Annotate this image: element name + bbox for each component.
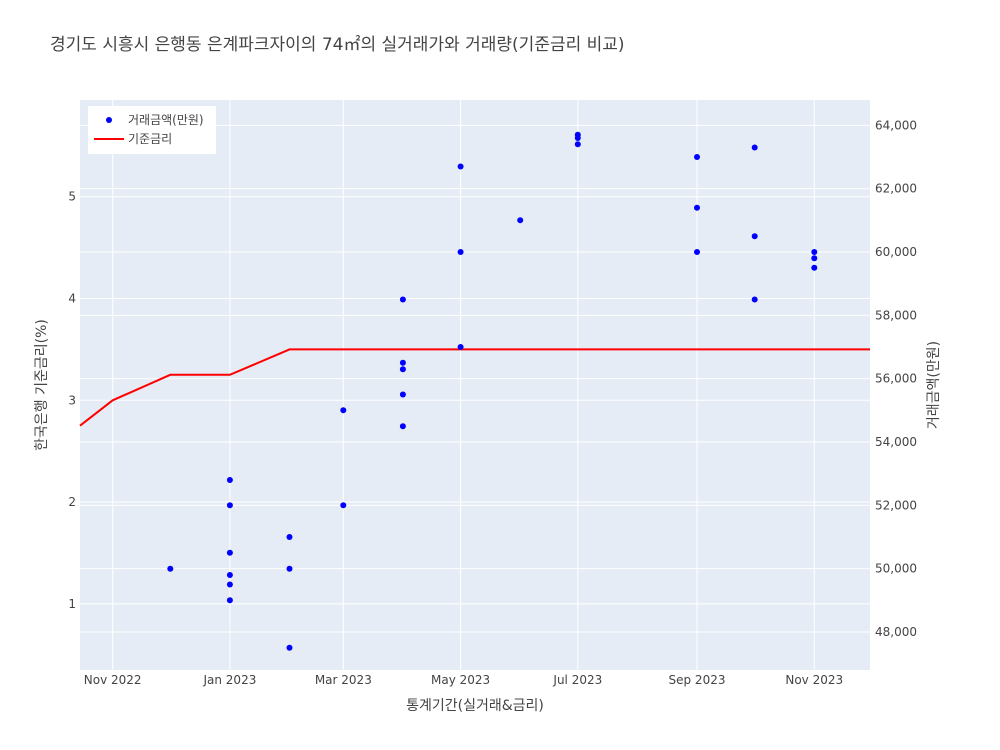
- price-point[interactable]: [399, 391, 406, 398]
- x-tick-label: Nov 2022: [84, 673, 142, 687]
- chart-title: 경기도 시흥시 은행동 은계파크자이의 74㎡의 실거래가와 거래량(기준금리 …: [50, 35, 625, 55]
- y-right-tick-label: 60,000: [875, 245, 917, 259]
- price-point[interactable]: [457, 163, 464, 170]
- price-point[interactable]: [226, 502, 233, 509]
- y-left-tick-label: 3: [68, 393, 76, 407]
- y-right-axis-ticks: 48,000 50,000 52,000 54,000 56,000 58,000 60,0…: [875, 118, 917, 639]
- y-left-tick-label: 5: [68, 190, 76, 204]
- x-axis-title: 통계기간(실거래&금리): [406, 698, 544, 714]
- price-point[interactable]: [574, 141, 581, 148]
- x-tick-label: Nov 2023: [785, 673, 843, 687]
- y-right-tick-label: 58,000: [875, 308, 917, 322]
- y-right-tick-label: 54,000: [875, 435, 917, 449]
- price-point[interactable]: [226, 572, 233, 578]
- y-right-tick-label: 48,000: [875, 625, 917, 639]
- x-gridlines: [112, 100, 815, 670]
- x-axis-ticks: Nov 2022 Jan 2023 Mar 2023 May 2023 Jul 2023…: [84, 673, 843, 687]
- series-layer: [79, 131, 870, 651]
- price-point[interactable]: [751, 296, 758, 303]
- x-tick-label: May 2023: [431, 673, 490, 687]
- y-right-tick-label: 52,000: [875, 498, 917, 512]
- price-point[interactable]: [457, 344, 464, 350]
- price-point[interactable]: [457, 249, 464, 255]
- y-right-axis-title: 거래금액(만원): [926, 341, 942, 429]
- price-point[interactable]: [226, 549, 233, 556]
- x-tick-label: Jan 2023: [202, 673, 256, 687]
- y-right-tick-label: 64,000: [875, 118, 917, 132]
- x-tick-label: Sep 2023: [669, 673, 726, 687]
- legend-label-scatter[interactable]: 거래금액(만원): [128, 113, 204, 127]
- price-point[interactable]: [399, 366, 406, 373]
- y-left-axis-ticks: 1 2 3 4 5: [68, 190, 76, 611]
- price-point[interactable]: [226, 581, 233, 588]
- price-point[interactable]: [340, 502, 347, 509]
- price-point[interactable]: [226, 597, 233, 604]
- price-point[interactable]: [399, 359, 406, 366]
- y-left-tick-label: 4: [68, 291, 76, 305]
- y-right-tick-label: 50,000: [875, 562, 917, 576]
- y-right-tick-label: 56,000: [875, 372, 917, 386]
- price-point[interactable]: [167, 565, 174, 572]
- price-point[interactable]: [286, 565, 293, 572]
- y-right-tick-label: 62,000: [875, 182, 917, 196]
- y-left-tick-label: 1: [68, 597, 76, 611]
- price-point[interactable]: [399, 423, 406, 430]
- price-point[interactable]: [286, 644, 293, 651]
- legend-marker-scatter: [106, 117, 112, 123]
- price-point[interactable]: [811, 264, 818, 271]
- price-point[interactable]: [517, 217, 524, 224]
- price-point[interactable]: [226, 477, 233, 483]
- price-point[interactable]: [694, 154, 700, 160]
- price-point[interactable]: [694, 249, 700, 255]
- price-point[interactable]: [751, 144, 758, 151]
- legend-box: [88, 106, 216, 154]
- price-point[interactable]: [751, 233, 758, 240]
- rate-line: [79, 348, 870, 427]
- price-point[interactable]: [340, 407, 347, 414]
- price-point[interactable]: [811, 249, 818, 255]
- x-tick-label: Mar 2023: [315, 673, 372, 687]
- y-gridlines: [80, 124, 870, 633]
- price-point[interactable]: [694, 204, 700, 211]
- price-point[interactable]: [811, 255, 818, 262]
- plot-area: [80, 100, 870, 670]
- x-tick-label: Jul 2023: [552, 673, 602, 687]
- legend[interactable]: 거래금액(만원) 기준금리: [88, 106, 216, 154]
- y-left-tick-label: 2: [68, 495, 76, 509]
- price-point[interactable]: [286, 534, 293, 540]
- price-point[interactable]: [399, 296, 406, 303]
- y-left-axis-title: 한국은행 기준금리(%): [34, 319, 50, 451]
- price-point[interactable]: [574, 135, 581, 141]
- legend-label-line[interactable]: 기준금리: [128, 132, 172, 146]
